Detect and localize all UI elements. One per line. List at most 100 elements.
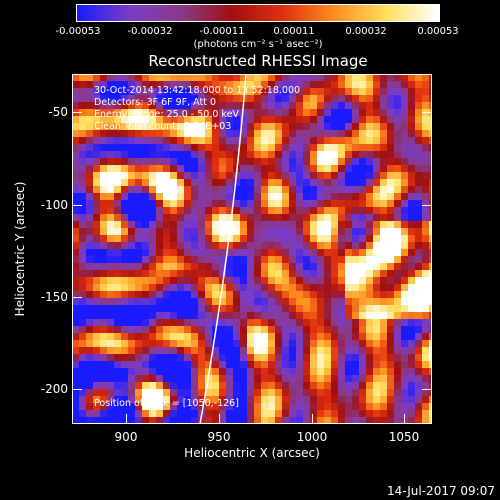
heatmap-cell [380, 95, 387, 102]
heatmap-cell [387, 228, 394, 235]
heatmap-cell [184, 319, 191, 326]
heatmap-cell [331, 200, 338, 207]
heatmap-cell [156, 291, 163, 298]
heatmap-cell [352, 277, 359, 284]
heatmap-cell [149, 312, 156, 319]
heatmap-cell [205, 284, 212, 291]
heatmap-cell [366, 95, 373, 102]
heatmap-cell [345, 326, 352, 333]
heatmap-cell [156, 221, 163, 228]
heatmap-cell [72, 88, 79, 95]
heatmap-cell [331, 284, 338, 291]
heatmap-cell [408, 249, 415, 256]
heatmap-cell [163, 305, 170, 312]
heatmap-cell [296, 207, 303, 214]
heatmap-cell [205, 305, 212, 312]
heatmap-cell [296, 368, 303, 375]
heatmap-cell [324, 88, 331, 95]
heatmap-cell [86, 340, 93, 347]
heatmap-cell [401, 242, 408, 249]
heatmap-cell [79, 368, 86, 375]
heatmap-cell [184, 242, 191, 249]
heatmap-cell [415, 347, 422, 354]
heatmap-cell [191, 102, 198, 109]
heatmap-cell [401, 221, 408, 228]
heatmap-cell [380, 193, 387, 200]
heatmap-cell [163, 109, 170, 116]
heatmap-cell [163, 284, 170, 291]
heatmap-cell [338, 214, 345, 221]
heatmap-cell [394, 221, 401, 228]
heatmap-cell [135, 375, 142, 382]
heatmap-cell [135, 81, 142, 88]
heatmap-cell [198, 144, 205, 151]
heatmap-cell [401, 347, 408, 354]
heatmap-cell [135, 207, 142, 214]
heatmap-cell [240, 326, 247, 333]
heatmap-cell [373, 340, 380, 347]
heatmap-cell [268, 228, 275, 235]
heatmap-cell [429, 312, 432, 319]
heatmap-cell [373, 130, 380, 137]
heatmap-cell [121, 354, 128, 361]
heatmap-cell [310, 375, 317, 382]
heatmap-cell [170, 396, 177, 403]
heatmap-cell [121, 389, 128, 396]
heatmap-cell [345, 382, 352, 389]
heatmap-cell [205, 291, 212, 298]
heatmap-cell [114, 361, 121, 368]
heatmap-cell [401, 193, 408, 200]
heatmap-cell [324, 207, 331, 214]
heatmap-cell [100, 347, 107, 354]
heatmap-cell [338, 102, 345, 109]
heatmap-cell [177, 158, 184, 165]
heatmap-cell [303, 361, 310, 368]
heatmap-cell [310, 130, 317, 137]
heatmap-cell [310, 319, 317, 326]
heatmap-cell [366, 200, 373, 207]
heatmap-cell [366, 298, 373, 305]
heatmap-cell [331, 95, 338, 102]
heatmap-cell [275, 277, 282, 284]
heatmap-cell [86, 102, 93, 109]
heatmap-cell [282, 291, 289, 298]
heatmap-cell [352, 284, 359, 291]
heatmap-cell [366, 207, 373, 214]
heatmap-cell [317, 333, 324, 340]
heatmap-cell [331, 151, 338, 158]
heatmap-cell [345, 74, 352, 81]
heatmap-cell [303, 207, 310, 214]
heatmap-cell [394, 179, 401, 186]
heatmap-cell [170, 172, 177, 179]
heatmap-cell [310, 403, 317, 410]
heatmap-cell [191, 354, 198, 361]
heatmap-cell [415, 333, 422, 340]
heatmap-cell [429, 291, 432, 298]
heatmap-cell [121, 207, 128, 214]
heatmap-cell [240, 389, 247, 396]
heatmap-cell [219, 354, 226, 361]
heatmap-cell [149, 158, 156, 165]
heatmap-cell [135, 410, 142, 417]
heatmap-cell [394, 417, 401, 424]
heatmap-cell [212, 291, 219, 298]
heatmap-cell [387, 389, 394, 396]
heatmap-cell [345, 305, 352, 312]
heatmap-cell [247, 200, 254, 207]
heatmap-cell [163, 389, 170, 396]
heatmap-cell [303, 354, 310, 361]
colorbar-tick-label: 0.00053 [417, 26, 459, 37]
heatmap-cell [387, 179, 394, 186]
heatmap-cell [415, 144, 422, 151]
heatmap-cell [72, 263, 79, 270]
heatmap-cell [114, 235, 121, 242]
heatmap-cell [282, 347, 289, 354]
heatmap-cell [324, 298, 331, 305]
heatmap-cell [156, 403, 163, 410]
heatmap-cell [261, 193, 268, 200]
heatmap-cell [422, 354, 429, 361]
heatmap-cell [205, 326, 212, 333]
heatmap-cell [191, 291, 198, 298]
heatmap-cell [79, 179, 86, 186]
heatmap-cell [79, 228, 86, 235]
